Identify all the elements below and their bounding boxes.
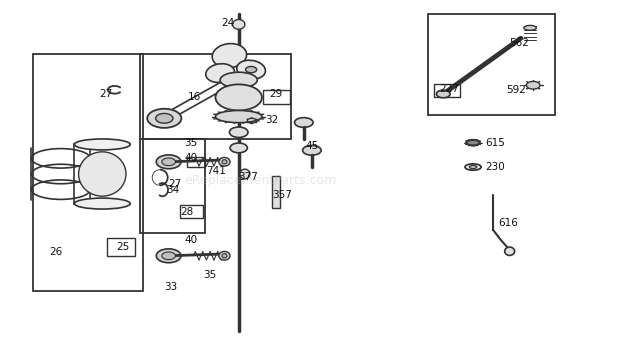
Ellipse shape <box>303 145 321 155</box>
Text: 27: 27 <box>99 89 112 99</box>
Text: 377: 377 <box>238 173 258 182</box>
Ellipse shape <box>230 143 247 153</box>
Ellipse shape <box>246 66 257 73</box>
Text: 45: 45 <box>305 141 319 151</box>
Text: 24: 24 <box>221 18 235 27</box>
Text: 562: 562 <box>510 39 529 48</box>
Text: 741: 741 <box>206 166 226 175</box>
Ellipse shape <box>240 169 250 179</box>
Text: 27: 27 <box>168 180 182 189</box>
Ellipse shape <box>219 157 230 166</box>
Text: 29: 29 <box>269 89 283 99</box>
Bar <box>140 54 291 139</box>
Ellipse shape <box>220 72 257 88</box>
Bar <box>428 14 555 115</box>
Bar <box>187 157 205 167</box>
Text: 616: 616 <box>498 218 518 228</box>
Ellipse shape <box>206 64 234 82</box>
Text: 32: 32 <box>265 115 278 125</box>
Text: 25: 25 <box>116 242 130 252</box>
Ellipse shape <box>212 44 247 68</box>
Ellipse shape <box>222 160 227 164</box>
Text: 230: 230 <box>485 162 505 172</box>
Bar <box>180 205 203 218</box>
Ellipse shape <box>505 247 515 255</box>
Ellipse shape <box>156 249 181 263</box>
Text: 40: 40 <box>184 153 198 163</box>
Bar <box>107 238 135 256</box>
Ellipse shape <box>156 155 181 169</box>
Text: 26: 26 <box>49 247 63 257</box>
Text: 33: 33 <box>164 282 177 292</box>
Text: 592: 592 <box>506 86 526 95</box>
Text: 357: 357 <box>272 190 292 200</box>
Text: 16: 16 <box>187 93 201 102</box>
Bar <box>140 139 205 233</box>
Text: 28: 28 <box>180 207 194 217</box>
Ellipse shape <box>237 60 265 79</box>
Text: 40: 40 <box>184 235 198 245</box>
Text: 34: 34 <box>166 185 179 195</box>
Text: 227: 227 <box>439 84 459 94</box>
Ellipse shape <box>229 127 248 137</box>
Text: eReplacementParts.com: eReplacementParts.com <box>184 174 337 188</box>
Ellipse shape <box>466 140 480 145</box>
Ellipse shape <box>219 251 230 260</box>
Ellipse shape <box>156 113 173 123</box>
Ellipse shape <box>162 252 175 260</box>
Ellipse shape <box>79 152 126 196</box>
Ellipse shape <box>524 25 536 30</box>
Ellipse shape <box>74 198 130 209</box>
Ellipse shape <box>239 63 263 76</box>
Ellipse shape <box>436 90 450 98</box>
Ellipse shape <box>74 139 130 150</box>
Bar <box>434 84 460 97</box>
Ellipse shape <box>294 118 313 127</box>
Text: 35: 35 <box>184 138 198 148</box>
Ellipse shape <box>148 109 182 128</box>
Ellipse shape <box>222 254 227 258</box>
Ellipse shape <box>216 111 262 122</box>
Bar <box>272 176 280 208</box>
Bar <box>263 90 290 104</box>
Ellipse shape <box>216 84 262 111</box>
Bar <box>33 54 143 291</box>
Ellipse shape <box>232 19 245 29</box>
Ellipse shape <box>162 158 175 166</box>
Text: 35: 35 <box>203 270 216 280</box>
Text: 615: 615 <box>485 138 505 148</box>
Ellipse shape <box>526 81 540 89</box>
